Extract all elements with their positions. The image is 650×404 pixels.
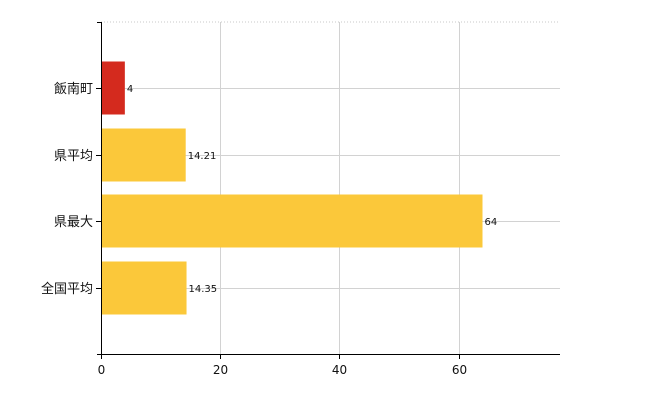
bars bbox=[101, 61, 483, 315]
category-label: 全国平均 bbox=[41, 281, 93, 297]
bar bbox=[101, 194, 483, 248]
x-tick-label: 60 bbox=[452, 363, 467, 377]
category-label: 県最大 bbox=[54, 215, 93, 230]
bar bbox=[101, 61, 125, 115]
data-label: 64 bbox=[485, 217, 498, 228]
axes bbox=[96, 22, 560, 359]
bar bbox=[101, 128, 186, 182]
data-label: 14.21 bbox=[188, 151, 217, 162]
bar bbox=[101, 261, 187, 315]
x-tick-label: 20 bbox=[213, 363, 228, 377]
data-label: 4 bbox=[127, 84, 133, 95]
data-label: 14.35 bbox=[189, 284, 218, 295]
x-tick-label: 40 bbox=[332, 363, 347, 377]
category-label: 飯南町 bbox=[54, 81, 93, 97]
x-tick-label: 0 bbox=[98, 363, 106, 377]
category-label: 県平均 bbox=[54, 149, 93, 164]
